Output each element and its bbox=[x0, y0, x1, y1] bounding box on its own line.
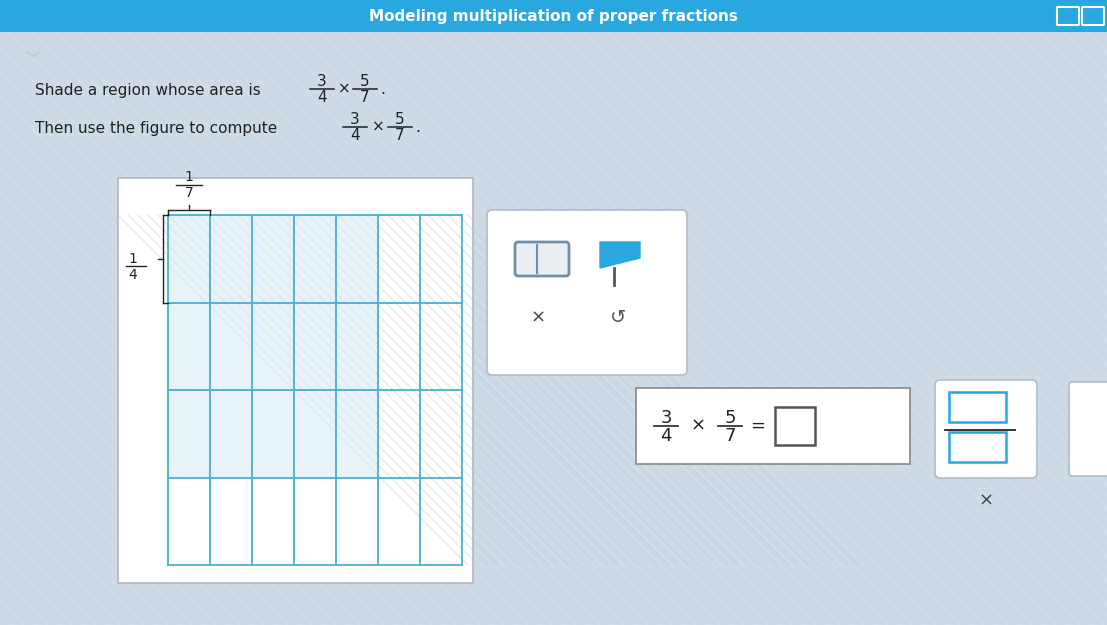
FancyBboxPatch shape bbox=[1057, 7, 1079, 25]
Text: Modeling multiplication of proper fractions: Modeling multiplication of proper fracti… bbox=[369, 9, 737, 24]
Text: ×: × bbox=[979, 492, 994, 510]
Text: 7: 7 bbox=[360, 89, 370, 104]
Text: 5: 5 bbox=[724, 409, 736, 427]
FancyBboxPatch shape bbox=[637, 388, 910, 464]
FancyBboxPatch shape bbox=[1082, 7, 1104, 25]
Text: 7: 7 bbox=[395, 129, 405, 144]
Text: 7: 7 bbox=[724, 427, 736, 445]
Text: 4: 4 bbox=[350, 129, 360, 144]
Text: 3: 3 bbox=[350, 112, 360, 128]
Text: 3: 3 bbox=[317, 74, 327, 89]
FancyBboxPatch shape bbox=[1069, 382, 1107, 476]
Text: Then use the figure to compute: Then use the figure to compute bbox=[35, 121, 277, 136]
Text: Shade a region whose area is: Shade a region whose area is bbox=[35, 82, 261, 98]
Polygon shape bbox=[600, 242, 640, 268]
Text: =: = bbox=[751, 417, 766, 435]
Text: ×: × bbox=[530, 309, 546, 327]
Bar bbox=[0, 0, 1107, 32]
FancyBboxPatch shape bbox=[515, 242, 569, 276]
Text: ×: × bbox=[372, 119, 384, 134]
Text: 1: 1 bbox=[128, 252, 137, 266]
Text: 5: 5 bbox=[395, 112, 405, 128]
Text: 4: 4 bbox=[660, 427, 672, 445]
Text: ❯: ❯ bbox=[23, 49, 37, 61]
Text: ↺: ↺ bbox=[610, 309, 627, 328]
Text: ×: × bbox=[691, 417, 705, 435]
FancyBboxPatch shape bbox=[118, 178, 473, 583]
Text: .: . bbox=[415, 119, 420, 134]
FancyBboxPatch shape bbox=[775, 407, 815, 445]
Text: .: . bbox=[380, 81, 385, 96]
FancyBboxPatch shape bbox=[949, 432, 1006, 462]
FancyBboxPatch shape bbox=[949, 392, 1006, 422]
Text: 1: 1 bbox=[185, 170, 194, 184]
Text: ×: × bbox=[338, 81, 351, 96]
FancyBboxPatch shape bbox=[935, 380, 1037, 478]
Text: 3: 3 bbox=[660, 409, 672, 427]
Text: 5: 5 bbox=[360, 74, 370, 89]
Bar bbox=[168, 215, 377, 478]
Text: 4: 4 bbox=[318, 89, 327, 104]
FancyBboxPatch shape bbox=[487, 210, 687, 375]
Text: 4: 4 bbox=[128, 268, 137, 282]
Text: 7: 7 bbox=[185, 186, 194, 200]
